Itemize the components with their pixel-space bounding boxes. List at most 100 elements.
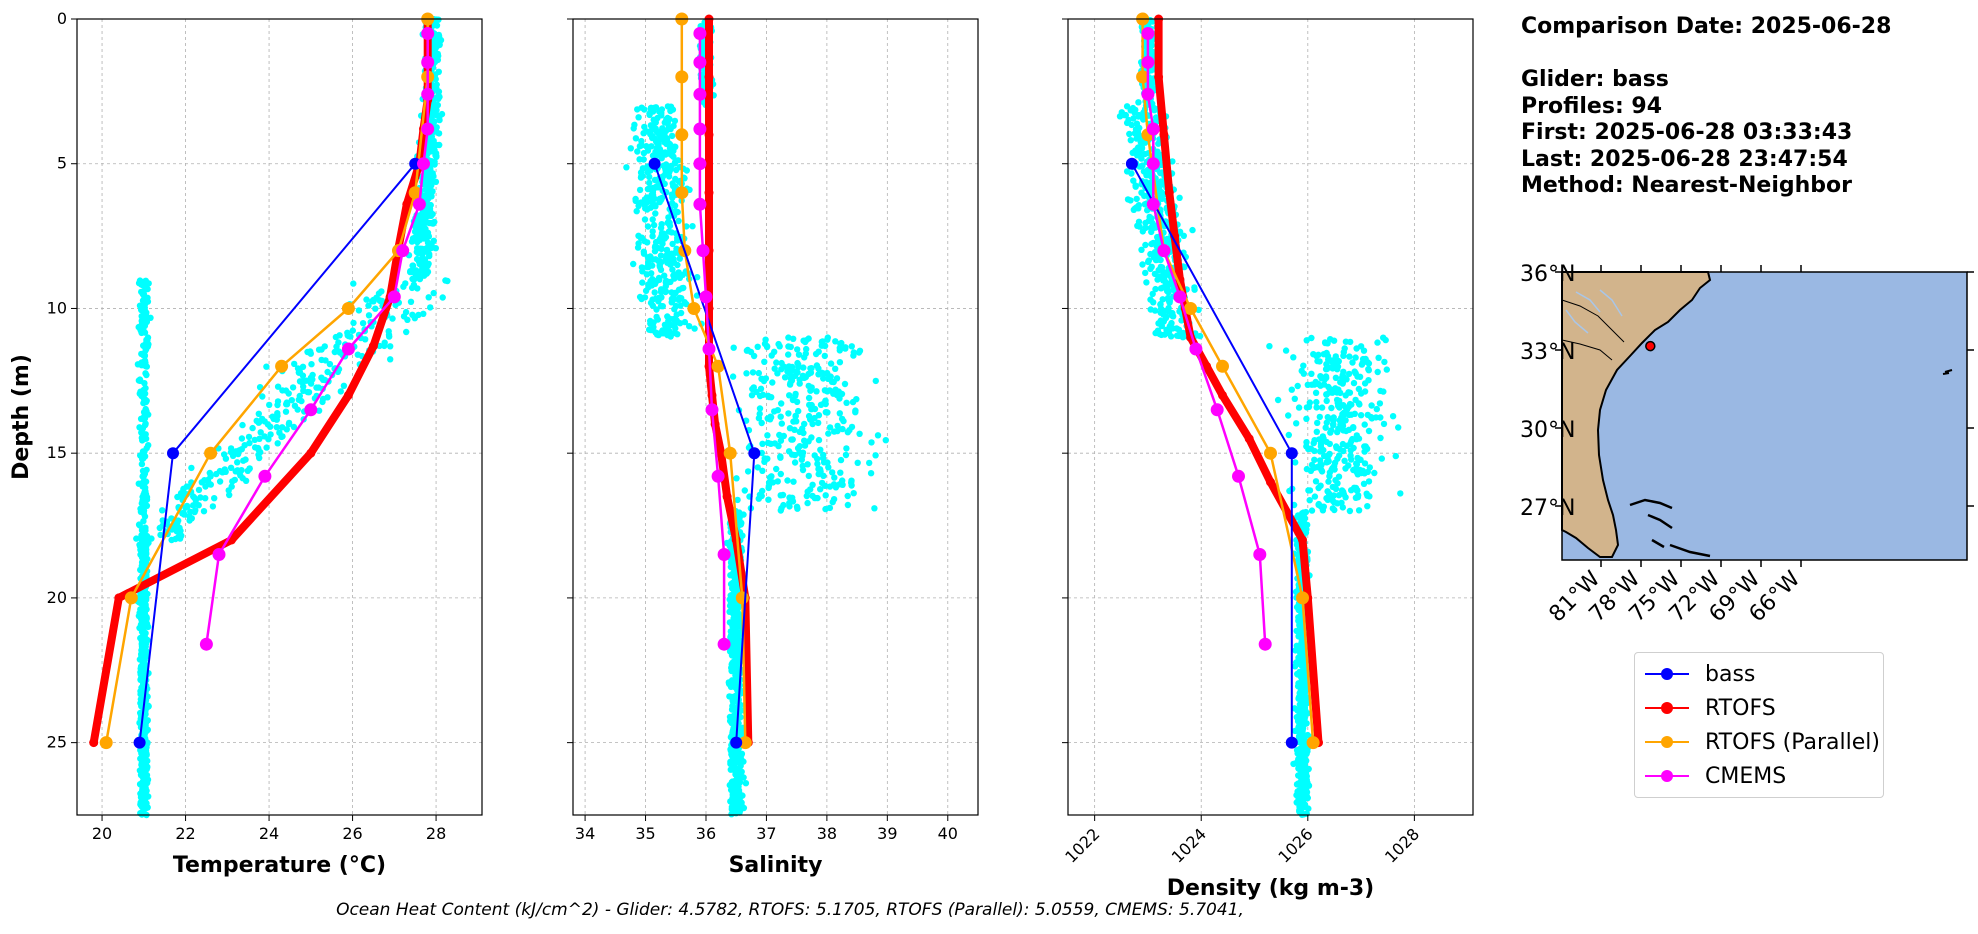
- glider-scatter-point: [242, 456, 249, 463]
- glider-scatter-point: [142, 525, 149, 533]
- glider-scatter-point: [1303, 788, 1311, 796]
- glider-scatter-point: [136, 390, 143, 397]
- glider-scatter-point: [790, 418, 797, 425]
- x-tick-label: 36: [696, 824, 716, 843]
- glider-scatter-point: [1341, 345, 1348, 352]
- glider-scatter-point: [771, 365, 778, 372]
- glider-scatter-point: [669, 266, 676, 273]
- glider-scatter-point: [1138, 246, 1145, 253]
- glider-scatter-point: [759, 391, 767, 398]
- data-point-rtofs-parallel: [711, 359, 725, 373]
- data-point-cmems: [699, 290, 713, 304]
- glider-scatter-point: [727, 592, 734, 599]
- glider-scatter-point: [403, 328, 410, 336]
- glider-scatter-point: [728, 759, 735, 766]
- glider-scatter-point: [1377, 387, 1384, 395]
- glider-scatter-point: [140, 596, 147, 603]
- x-tick-label: 1022: [1061, 824, 1103, 866]
- glider-scatter-point: [663, 246, 671, 254]
- glider-scatter-point: [340, 382, 348, 389]
- glider-scatter-point: [315, 407, 323, 414]
- glider-scatter-point: [430, 289, 437, 297]
- glider-scatter-point: [637, 234, 645, 242]
- glider-scatter-point: [143, 295, 150, 302]
- glider-scatter-point: [141, 380, 148, 387]
- map-ticks: [1555, 265, 1974, 567]
- glider-scatter-point: [787, 379, 794, 387]
- glider-scatter-point: [801, 374, 808, 382]
- glider-scatter-point: [1357, 412, 1365, 419]
- glider-scatter-point: [289, 384, 297, 391]
- glider-scatter-point: [832, 338, 839, 345]
- glider-scatter-point: [805, 370, 812, 378]
- glider-scatter-point: [826, 504, 834, 512]
- glider-location-marker: [1645, 340, 1656, 352]
- glider-scatter-point: [145, 703, 152, 710]
- glider-scatter-point: [1362, 443, 1369, 450]
- glider-scatter-point: [1298, 756, 1306, 763]
- y-axis-label: Depth (m): [9, 354, 34, 480]
- glider-scatter-point: [768, 352, 775, 359]
- glider-scatter-point: [1301, 761, 1308, 768]
- series-line-rtofs: [1154, 19, 1323, 743]
- glider-scatter-point: [1305, 487, 1312, 494]
- glider-scatter-point: [1352, 396, 1359, 404]
- glider-scatter-point: [234, 459, 241, 466]
- spacer: [1521, 41, 1891, 68]
- glider-scatter-point: [664, 103, 672, 110]
- glider-scatter-point: [1142, 241, 1149, 249]
- glider-scatter-point: [436, 141, 443, 149]
- glider-scatter-point: [1130, 115, 1137, 122]
- glider-scatter-point: [1304, 381, 1312, 388]
- glider-scatter-point: [786, 392, 793, 399]
- glider-scatter-point: [290, 423, 298, 431]
- data-point-rtofs-parallel: [1136, 70, 1150, 84]
- glider-scatter-point: [779, 491, 787, 499]
- glider-scatter-point: [792, 390, 799, 398]
- glider-scatter-point: [143, 371, 150, 379]
- glider-scatter-point: [813, 388, 820, 395]
- glider-scatter-point: [1299, 646, 1306, 653]
- glider-scatter-point: [207, 473, 214, 480]
- glider-scatter-point: [141, 725, 148, 732]
- data-point-cmems: [421, 122, 435, 136]
- glider-scatter-point: [274, 410, 281, 417]
- glider-scatter-point: [674, 157, 682, 164]
- glider-scatter-point: [159, 507, 166, 514]
- glider-scatter-point: [757, 385, 765, 392]
- glider-scatter-point: [662, 161, 670, 168]
- glider-scatter-point: [1349, 435, 1356, 443]
- glider-scatter-point: [176, 524, 183, 531]
- glider-scatter-point: [1376, 400, 1384, 407]
- glider-scatter-point: [326, 360, 334, 368]
- glider-scatter-point: [818, 369, 826, 376]
- data-point-cmems: [1146, 197, 1160, 211]
- data-point-cmems: [711, 469, 725, 483]
- glider-scatter-point: [300, 383, 307, 390]
- glider-scatter-point: [820, 451, 827, 459]
- glider-scatter-point: [1323, 419, 1331, 426]
- glider-scatter-point: [790, 335, 797, 342]
- glider-scatter-point: [1330, 421, 1337, 429]
- glider-scatter-point: [1166, 295, 1173, 302]
- data-point-cmems: [1141, 87, 1155, 101]
- map-land: [1561, 271, 1712, 558]
- glider-scatter-point: [255, 419, 262, 426]
- glider-scatter-point: [661, 321, 669, 328]
- glider-scatter-point: [831, 474, 838, 481]
- glider-scatter-point: [1335, 358, 1343, 365]
- glider-scatter-point: [729, 659, 736, 667]
- glider-scatter-point: [659, 149, 666, 156]
- glider-scatter-point: [1334, 428, 1341, 436]
- glider-scatter-point: [778, 420, 785, 427]
- glider-scatter-point: [439, 294, 446, 301]
- glider-scatter-point: [778, 359, 785, 367]
- x-tick-label: 26: [342, 824, 362, 843]
- glider-scatter-point: [315, 346, 323, 353]
- glider-scatter-point: [285, 420, 293, 428]
- glider-scatter-point: [882, 437, 889, 444]
- glider-scatter-point: [1151, 249, 1159, 256]
- glider-scatter-point: [651, 289, 658, 296]
- glider-scatter-point: [425, 294, 432, 301]
- glider-scatter-point: [653, 128, 661, 136]
